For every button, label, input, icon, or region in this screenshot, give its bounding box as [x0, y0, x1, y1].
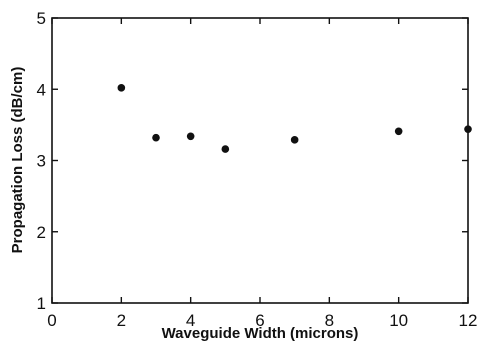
y-tick-label: 5: [37, 9, 46, 28]
x-tick-label: 4: [186, 311, 195, 330]
x-axis-ticks: [51, 18, 469, 303]
x-tick-label: 2: [117, 311, 126, 330]
x-tick-label: 6: [255, 311, 264, 330]
x-tick-label: 8: [325, 311, 334, 330]
y-axis-ticks: [52, 17, 468, 304]
data-point: [152, 133, 160, 142]
data-point: [221, 145, 230, 153]
x-axis-tick-labels: 0 2 4 6 8 10 12: [47, 311, 477, 330]
y-tick-label: 4: [37, 80, 46, 99]
y-tick-label: 3: [37, 152, 46, 171]
data-point: [464, 125, 472, 133]
x-tick-label: 10: [389, 311, 408, 330]
data-point: [117, 84, 126, 92]
x-tick-label: 0: [47, 311, 56, 330]
y-tick-label: 1: [37, 294, 46, 313]
data-point: [290, 136, 299, 144]
data-points: [117, 84, 472, 153]
y-axis-tick-labels: 1 2 3 4 5: [37, 9, 46, 313]
data-point: [394, 127, 403, 136]
data-point: [186, 132, 195, 141]
x-tick-label: 12: [459, 311, 478, 330]
y-axis-label: Propagation Loss (dB/cm): [9, 67, 26, 254]
x-axis-label: Waveguide Width (microns): [162, 325, 359, 342]
y-tick-label: 2: [37, 223, 46, 242]
plot-frame: [51, 17, 469, 304]
